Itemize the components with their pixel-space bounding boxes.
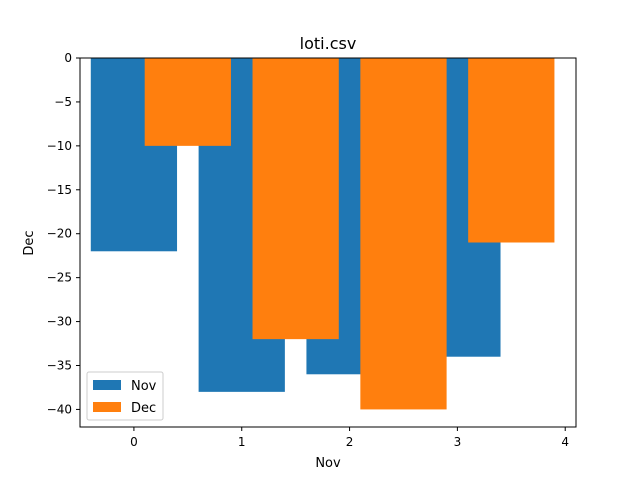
bar-dec-2	[360, 58, 447, 410]
x-tick-label: 1	[238, 435, 246, 449]
bar-dec-0	[144, 58, 231, 146]
y-tick-label: −40	[47, 402, 72, 416]
x-tick-label: 0	[130, 435, 138, 449]
legend-label-nov: Nov	[131, 379, 157, 394]
y-axis-ticks: 0 −5 −10 −15 −20 −25 −30 −35 −40	[47, 51, 80, 416]
legend-swatch-nov	[93, 380, 121, 390]
y-tick-label: −5	[54, 95, 72, 109]
y-tick-label: −35	[47, 359, 72, 373]
x-axis-ticks: 0 1 2 3 4	[130, 427, 569, 449]
bars-layer	[90, 58, 555, 410]
y-axis-label: Dec	[22, 230, 37, 255]
legend: Nov Dec	[86, 371, 164, 421]
y-tick-label: −20	[47, 227, 72, 241]
x-tick-label: 3	[454, 435, 462, 449]
y-tick-label: −15	[47, 183, 72, 197]
axes-frame	[79, 57, 577, 428]
y-tick-label: 0	[64, 51, 72, 65]
bar-dec-1	[252, 58, 339, 340]
chart-title: loti.csv	[300, 34, 357, 53]
legend-label-dec: Dec	[131, 401, 156, 416]
bar-dec-3	[468, 58, 555, 243]
x-tick-label: 2	[346, 435, 354, 449]
y-tick-label: −10	[47, 139, 72, 153]
x-axis-label: Nov	[315, 456, 341, 471]
axes-spines	[79, 57, 577, 428]
x-tick-label: 4	[561, 435, 569, 449]
legend-swatch-dec	[93, 402, 121, 412]
y-tick-label: −30	[47, 315, 72, 329]
y-tick-label: −25	[47, 271, 72, 285]
